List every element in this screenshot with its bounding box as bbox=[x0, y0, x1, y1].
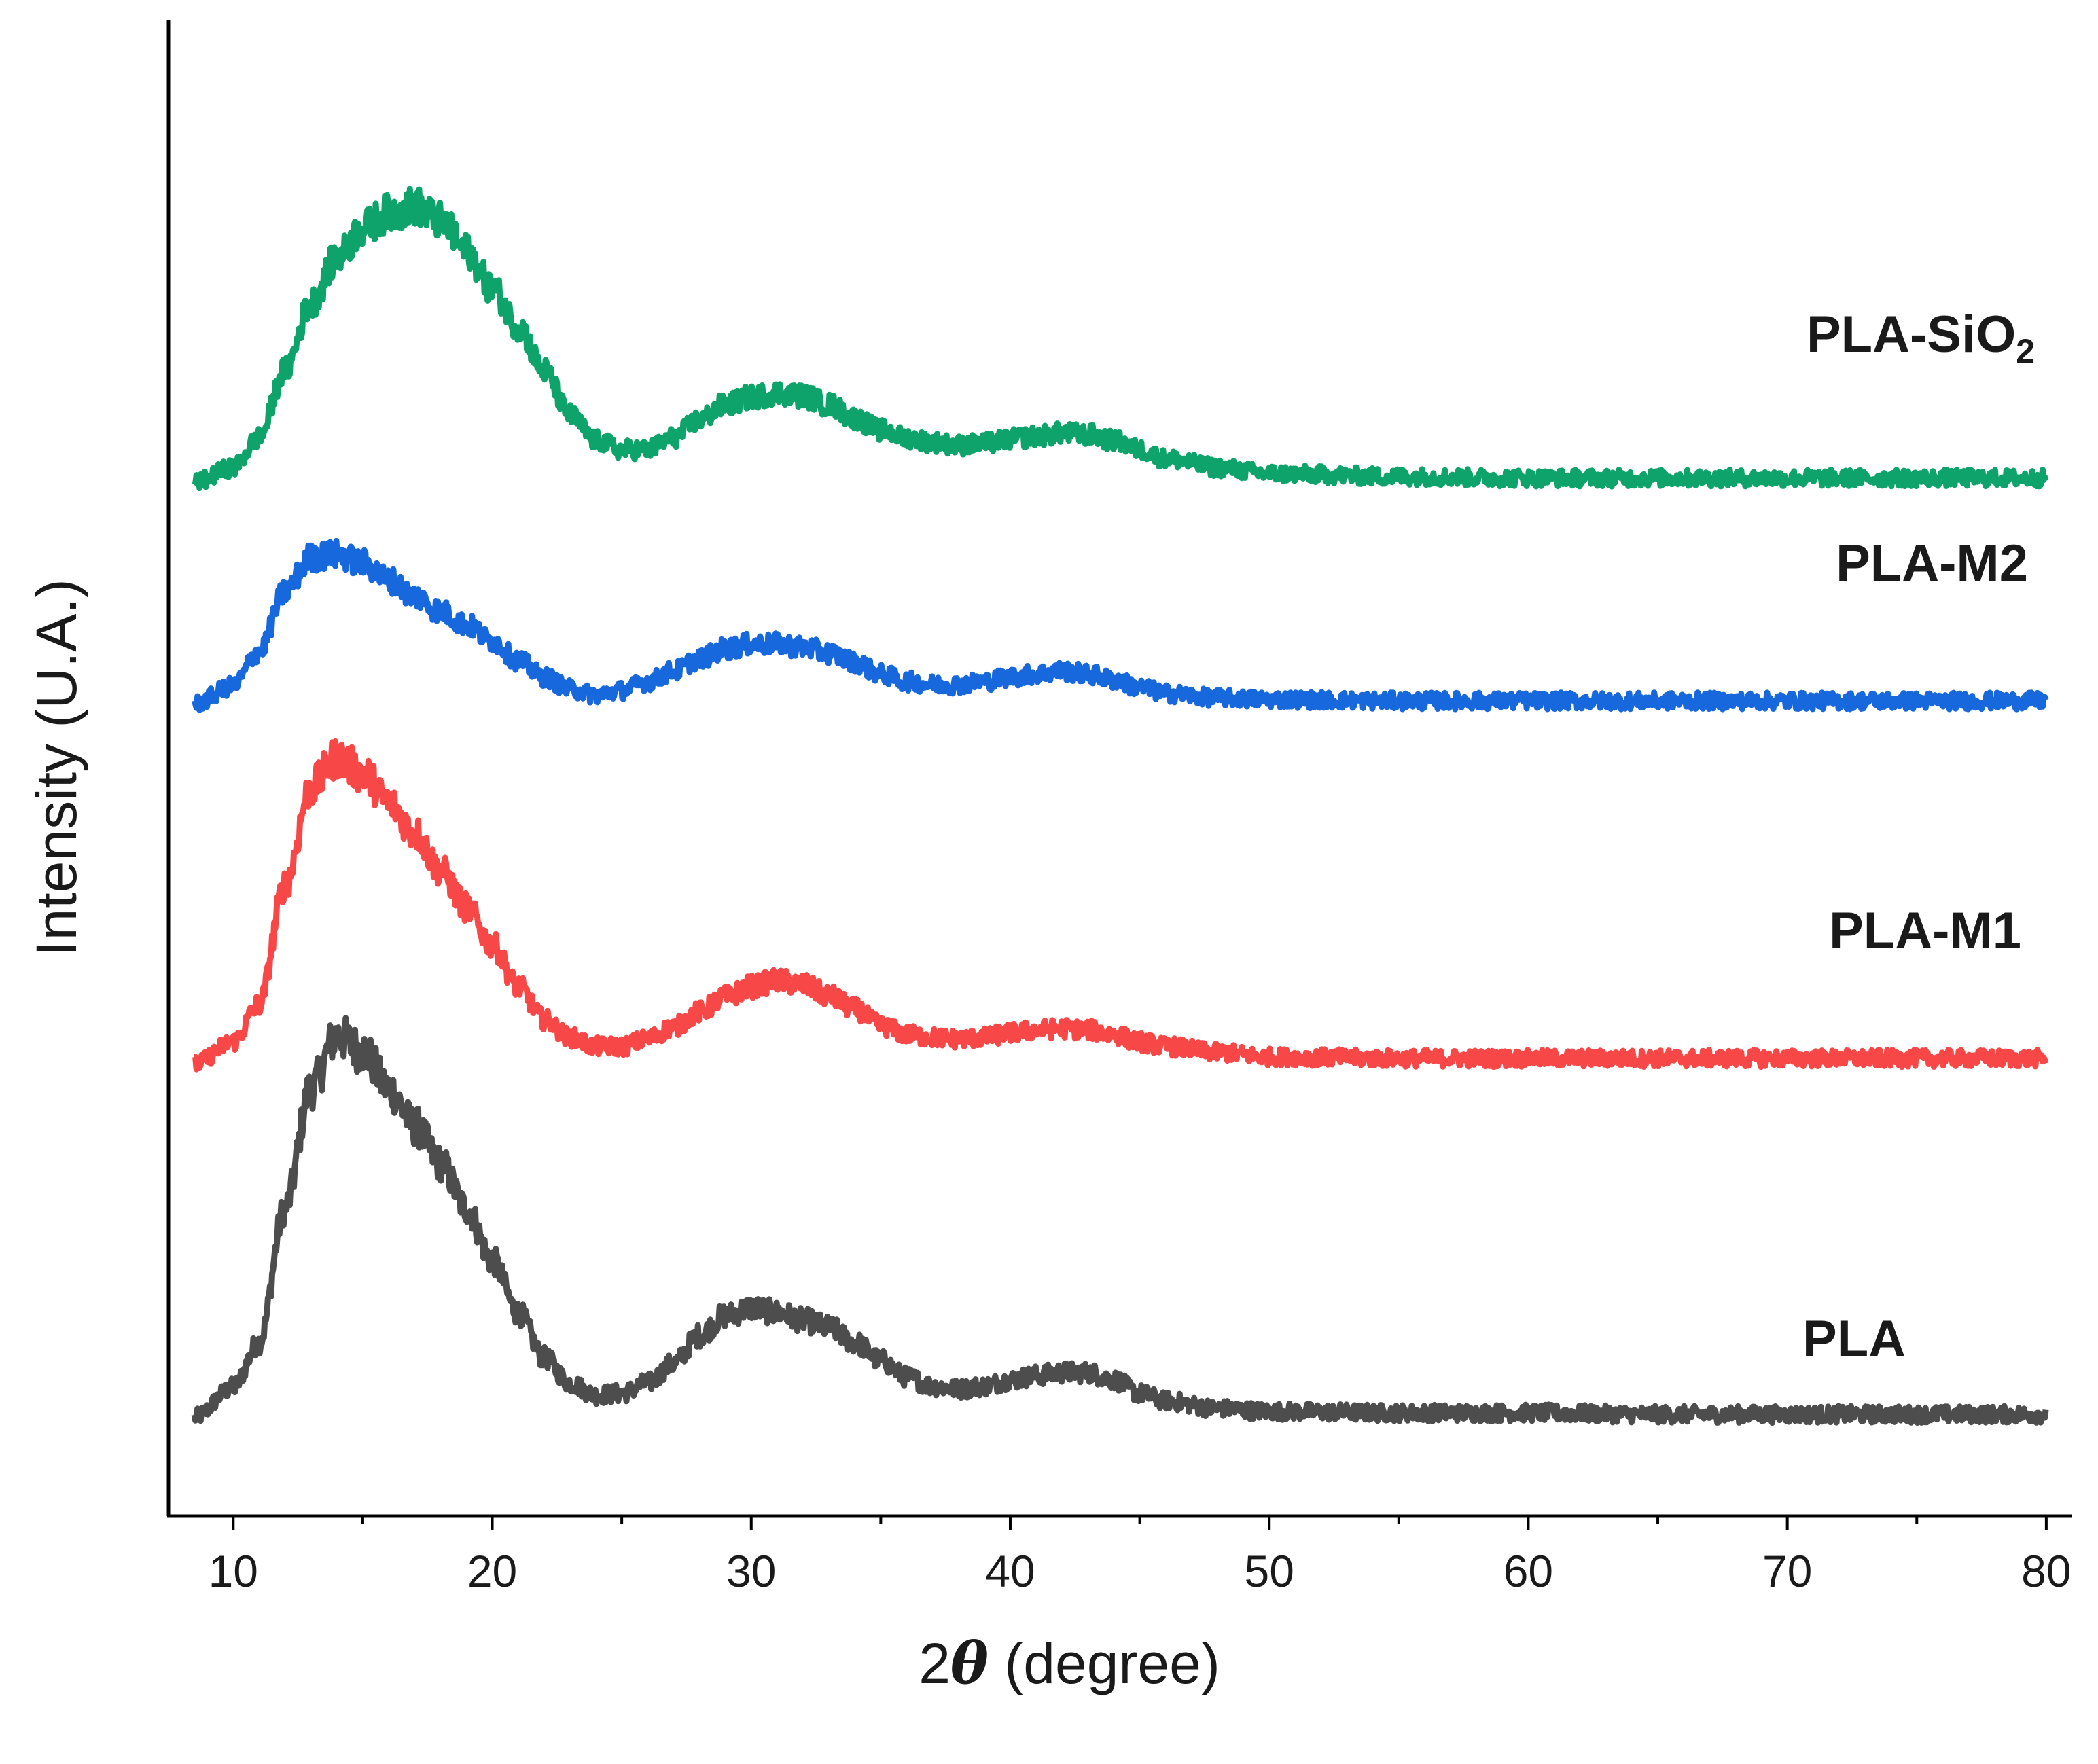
series-label-pla-m1: PLA-M1 bbox=[1829, 902, 2021, 960]
x-tick-label-10: 10 bbox=[209, 1546, 258, 1596]
x-tick-label-70: 70 bbox=[1762, 1546, 1812, 1596]
x-tick-label-50: 50 bbox=[1244, 1546, 1294, 1596]
x-tick-label-20: 20 bbox=[467, 1546, 517, 1596]
x-tick-label-60: 60 bbox=[1504, 1546, 1553, 1596]
series-label-main: PLA-M2 bbox=[1836, 535, 2028, 592]
series-label-main: PLA-M1 bbox=[1829, 902, 2021, 960]
x-tick-label-80: 80 bbox=[2021, 1546, 2071, 1596]
series-line-pla-m2 bbox=[191, 537, 2049, 713]
x-axis-title-theta: θ bbox=[950, 1630, 989, 1697]
x-axis-title: 2θ (degree) bbox=[919, 1630, 1220, 1697]
series-line-pla-m1 bbox=[192, 738, 2049, 1073]
series-label-subscript: 2 bbox=[2016, 332, 2035, 370]
x-tick-label-40: 40 bbox=[985, 1546, 1035, 1596]
x-tick-label-30: 30 bbox=[726, 1546, 776, 1596]
series-labels: PLA PLA-M1 PLA-M2 PLA-SiO2 bbox=[1802, 306, 2035, 1368]
series-label-pla-sio2: PLA-SiO2 bbox=[1807, 306, 2035, 370]
series-line-pla bbox=[191, 1015, 2049, 1426]
x-axis-title-prefix: 2 bbox=[919, 1632, 950, 1695]
series-layer bbox=[191, 185, 2049, 1426]
x-axis-title-unit: (degree) bbox=[989, 1632, 1220, 1695]
series-label-main: PLA bbox=[1802, 1310, 1906, 1368]
x-axis-ticks: 10 20 30 40 50 60 70 80 bbox=[209, 1516, 2072, 1596]
series-line-pla-sio2 bbox=[192, 185, 2049, 492]
y-axis-title: Intensity (U.A.) bbox=[24, 579, 88, 956]
series-label-pla-m2: PLA-M2 bbox=[1836, 535, 2028, 592]
series-label-pla: PLA bbox=[1802, 1310, 1906, 1368]
series-label-main: PLA-SiO bbox=[1807, 306, 2016, 363]
